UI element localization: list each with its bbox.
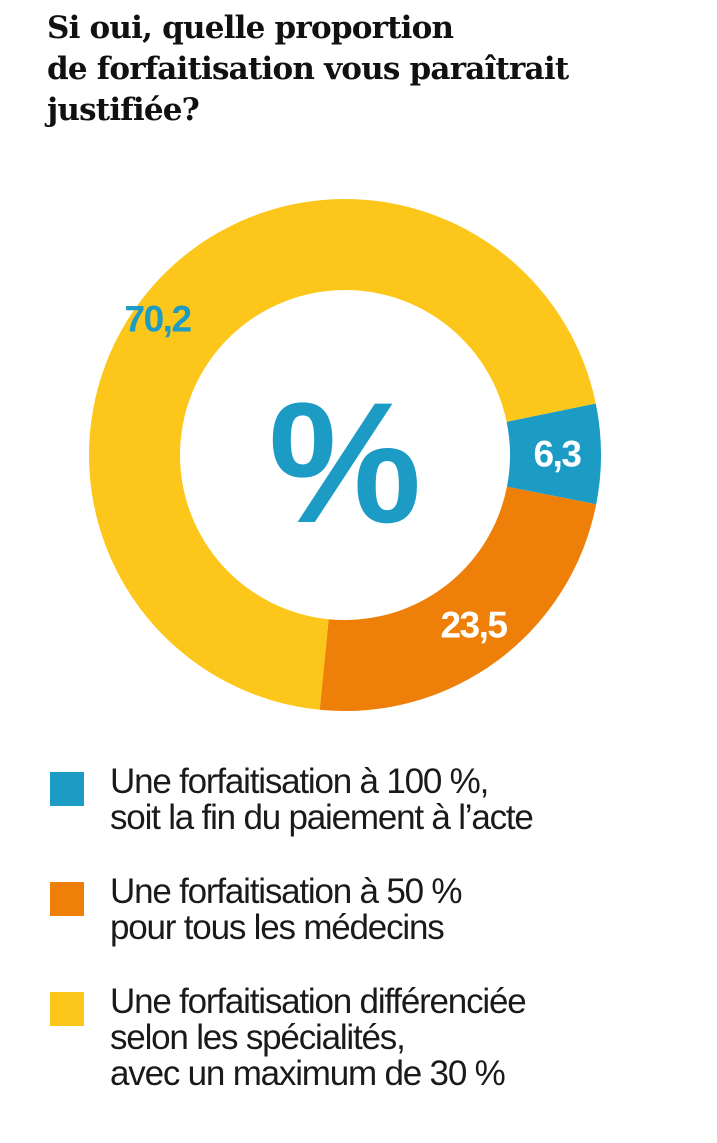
donut-chart: 6,3 23,5 70,2% xyxy=(80,190,610,720)
donut-chart-svg: 6,3 23,5 70,2% xyxy=(88,199,601,711)
donut-slice-yellow xyxy=(88,199,596,710)
donut-center-percent-symbol: % xyxy=(269,367,422,559)
legend-label-100-percent: Une forfaitisation à 100 %, soit la fin … xyxy=(110,764,690,836)
donut-slice-blue xyxy=(506,403,601,505)
legend-item-100-percent: Une forfaitisation à 100 %, soit la fin … xyxy=(50,764,690,836)
legend-label-line: avec un maximum de 30 % xyxy=(110,1054,506,1093)
legend-label-50-percent: Une forfaitisation à 50 % pour tous les … xyxy=(110,874,690,946)
legend-label-differenciee: Une forfaitisation différenciée selon le… xyxy=(110,984,690,1092)
chart-legend: Une forfaitisation à 100 %, soit la fin … xyxy=(50,764,690,1130)
legend-label-line: pour tous les médecins xyxy=(110,908,445,947)
chart-title-line-3: justifiée? xyxy=(47,92,200,128)
legend-label-line: Une forfaitisation différenciée xyxy=(110,982,527,1021)
donut-value-label: 70,2 xyxy=(125,299,192,340)
legend-item-differenciee: Une forfaitisation différenciée selon le… xyxy=(50,984,690,1092)
chart-title-line-1: Si oui, quelle proportion xyxy=(47,10,454,46)
donut-slice-orange xyxy=(319,486,597,711)
donut-value-label: 23,5 xyxy=(440,605,507,646)
legend-swatch-blue xyxy=(50,772,84,806)
legend-swatch-yellow xyxy=(50,992,84,1026)
chart-title-line-2: de forfaitisation vous paraîtrait xyxy=(47,51,569,87)
donut-value-label: 6,3 xyxy=(534,434,582,475)
legend-label-line: Une forfaitisation à 50 % xyxy=(110,872,463,911)
chart-title: Si oui, quelle proportion de forfaitisat… xyxy=(47,8,667,131)
legend-item-50-percent: Une forfaitisation à 50 % pour tous les … xyxy=(50,874,690,946)
legend-swatch-orange xyxy=(50,882,84,916)
legend-label-line: soit la fin du paiement à l’acte xyxy=(110,798,534,837)
legend-label-line: selon les spécialités, xyxy=(110,1018,406,1057)
legend-label-line: Une forfaitisation à 100 %, xyxy=(110,762,489,801)
